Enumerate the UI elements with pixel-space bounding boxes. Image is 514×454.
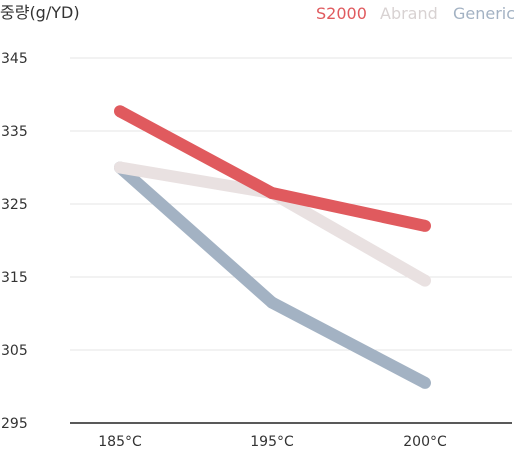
- data-point-s2000: [419, 219, 431, 232]
- x-axis-ticks: 185°C 195°C 200°C: [98, 434, 447, 450]
- data-point-generic: [266, 296, 278, 309]
- data-point-s2000: [266, 187, 278, 200]
- legend-item-abrand: Abrand: [380, 4, 438, 23]
- x-tick-label: 195°C: [250, 434, 294, 450]
- data-point-abrand: [114, 161, 126, 174]
- legend-item-s2000: S2000: [316, 4, 367, 23]
- series-lines: [114, 105, 431, 389]
- y-tick-label: 305: [1, 343, 28, 359]
- data-point-abrand: [419, 274, 431, 287]
- x-tick-label: 185°C: [98, 434, 142, 450]
- y-tick-label: 315: [1, 270, 28, 286]
- series-line-abrand: [119, 161, 428, 286]
- legend: S2000 Abrand Generic: [316, 4, 514, 23]
- x-tick-label: 200°C: [403, 434, 447, 450]
- data-point-s2000: [114, 105, 126, 118]
- y-axis-ticks: 295 305 315 325 335 345: [1, 51, 28, 432]
- legend-item-generic: Generic: [453, 4, 514, 23]
- y-tick-label: 295: [1, 416, 28, 432]
- y-axis-label: 중량(g/YD): [0, 3, 80, 22]
- data-point-generic: [419, 376, 431, 389]
- y-tick-label: 325: [1, 197, 28, 213]
- y-tick-label: 345: [1, 51, 28, 67]
- y-tick-label: 335: [1, 124, 28, 140]
